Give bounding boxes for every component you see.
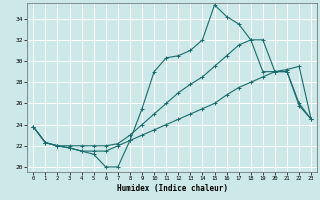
X-axis label: Humidex (Indice chaleur): Humidex (Indice chaleur)	[117, 184, 228, 193]
